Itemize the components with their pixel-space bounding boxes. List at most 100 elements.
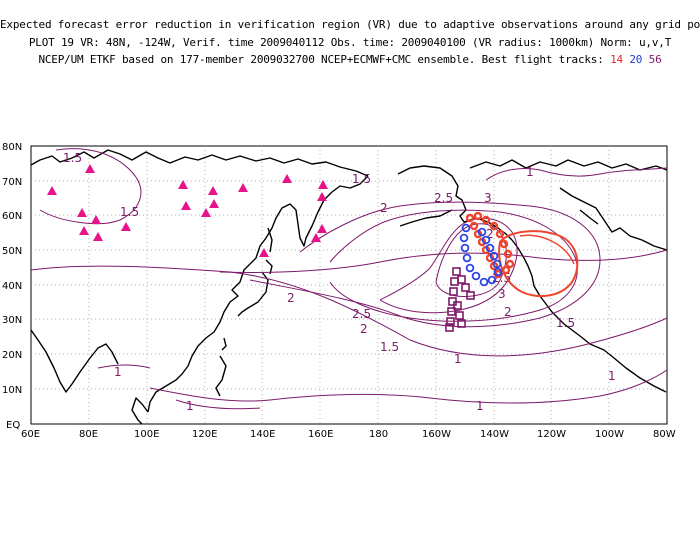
lon-label: 100E <box>134 429 159 440</box>
lat-label: EQ <box>6 420 20 431</box>
track-circle <box>489 221 499 231</box>
track-circle <box>499 239 509 249</box>
lon-label: 180 <box>369 429 388 440</box>
lon-label: 100W <box>595 429 624 440</box>
triangle-marker <box>47 186 57 195</box>
track-circle <box>489 251 499 261</box>
plot-title-line-3: NCEP/UM ETKF based on 177-member 2009032… <box>0 53 700 66</box>
triangle-marker <box>181 201 191 210</box>
triangle-marker <box>282 174 292 183</box>
track-circle <box>460 243 470 253</box>
coastlines <box>30 149 668 425</box>
lon-label: 60E <box>21 429 40 440</box>
track-label-blue: 20 <box>629 53 643 66</box>
contour-1.5-north <box>485 167 668 181</box>
track-circle <box>501 265 511 275</box>
triangle-marker <box>317 224 327 233</box>
track-circle <box>465 213 475 223</box>
track-circle <box>505 259 515 269</box>
flight-track-purple <box>445 267 475 332</box>
lat-label: 20N <box>2 350 22 361</box>
lat-label: 10N <box>2 385 22 396</box>
triangle-marker <box>238 183 248 192</box>
lon-label: 80E <box>79 429 98 440</box>
triangle-marker <box>259 248 269 257</box>
contour-label: 3 <box>498 287 506 301</box>
lat-label: 50N <box>2 246 22 257</box>
lon-label: 80W <box>653 429 676 440</box>
track-circle <box>477 227 487 237</box>
track-circle <box>487 275 497 285</box>
track-circle <box>461 223 471 233</box>
error-reduction-contours <box>30 148 668 410</box>
track-circle <box>481 235 491 245</box>
contour-label: 1 <box>114 365 122 379</box>
track-circle <box>495 229 505 239</box>
contour-label: 1.5 <box>380 340 399 354</box>
track-circle <box>493 267 503 277</box>
track-square <box>457 275 466 284</box>
contour-label: 2 <box>360 322 368 336</box>
contour-label: 2.5 <box>352 307 371 321</box>
contour-1.5-west <box>39 148 142 225</box>
lat-label: 30N <box>2 315 22 326</box>
plot-title-line-1: Expected forecast error reduction in ver… <box>0 18 700 31</box>
track-circle <box>479 277 489 287</box>
contour-label: 3 <box>484 191 492 205</box>
triangle-marker <box>209 199 219 208</box>
contour-label: 1.5 <box>556 316 575 330</box>
contour-1-south <box>149 369 668 404</box>
track-square <box>461 283 470 292</box>
track-square <box>446 317 455 326</box>
contour-2-outer <box>249 201 601 328</box>
lon-label: 120E <box>192 429 217 440</box>
track-square <box>447 307 456 316</box>
verification-region-circle <box>498 230 579 298</box>
contour-label: 1 <box>526 165 534 179</box>
contour-label: 1.5 <box>120 205 139 219</box>
contour-label: 1.5 <box>352 172 371 186</box>
contour-label: 1 <box>186 399 194 413</box>
track-square <box>457 319 466 328</box>
track-square <box>452 267 461 276</box>
track-circle <box>462 253 472 263</box>
triangle-marker <box>85 164 95 173</box>
track-square <box>453 301 462 310</box>
contour-label: 1 <box>476 399 484 413</box>
contour-label: 1 <box>608 369 616 383</box>
contour-label: 2 <box>504 305 512 319</box>
triangle-marker <box>318 180 328 189</box>
track-circle <box>459 233 469 243</box>
contour-label: 1.5 <box>63 151 82 165</box>
triangle-marker <box>311 233 321 242</box>
longitude-labels: 60E 80E 100E 120E 140E 160E 180 160W 140… <box>21 429 676 440</box>
lat-label: 60N <box>2 211 22 222</box>
track-circle <box>492 259 502 269</box>
contour-1-south-inner <box>175 399 261 410</box>
triangle-marker <box>121 222 131 231</box>
lon-label: 140W <box>480 429 509 440</box>
track-square <box>450 277 459 286</box>
lon-label: 120W <box>537 429 566 440</box>
track-circle <box>485 243 495 253</box>
track-circle <box>465 263 475 273</box>
track-square <box>449 287 458 296</box>
triangle-marker <box>77 208 87 217</box>
flight-track-blue <box>459 223 503 287</box>
contour-1-india <box>97 364 151 369</box>
track-label-purple: 56 <box>648 53 662 66</box>
track-circle <box>473 211 483 221</box>
track-circle <box>469 221 479 231</box>
track-square <box>455 311 464 320</box>
triangle-marker <box>93 232 103 241</box>
triangle-marker <box>91 215 101 224</box>
lat-label: 40N <box>2 281 22 292</box>
plot-title-line-3-text: NCEP/UM ETKF based on 177-member 2009032… <box>38 53 604 66</box>
lon-label: 160W <box>422 429 451 440</box>
lon-label: 160E <box>308 429 333 440</box>
verification-region-arc <box>519 234 575 265</box>
triangle-marker <box>79 226 89 235</box>
plot-title-line-2: PLOT 19 VR: 48N, -124W, Verif. time 2009… <box>28 36 672 49</box>
track-square <box>466 291 475 300</box>
